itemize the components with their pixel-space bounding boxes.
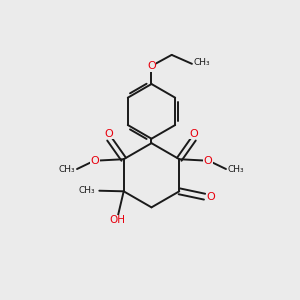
Text: O: O (104, 129, 113, 139)
Text: O: O (204, 156, 212, 166)
Text: O: O (147, 61, 156, 71)
Text: O: O (190, 129, 199, 139)
Text: O: O (206, 192, 215, 202)
Text: CH₃: CH₃ (79, 186, 95, 195)
Text: CH₃: CH₃ (59, 165, 76, 174)
Text: CH₃: CH₃ (194, 58, 210, 68)
Text: O: O (91, 156, 99, 166)
Text: CH₃: CH₃ (227, 165, 244, 174)
Text: OH: OH (109, 215, 125, 225)
